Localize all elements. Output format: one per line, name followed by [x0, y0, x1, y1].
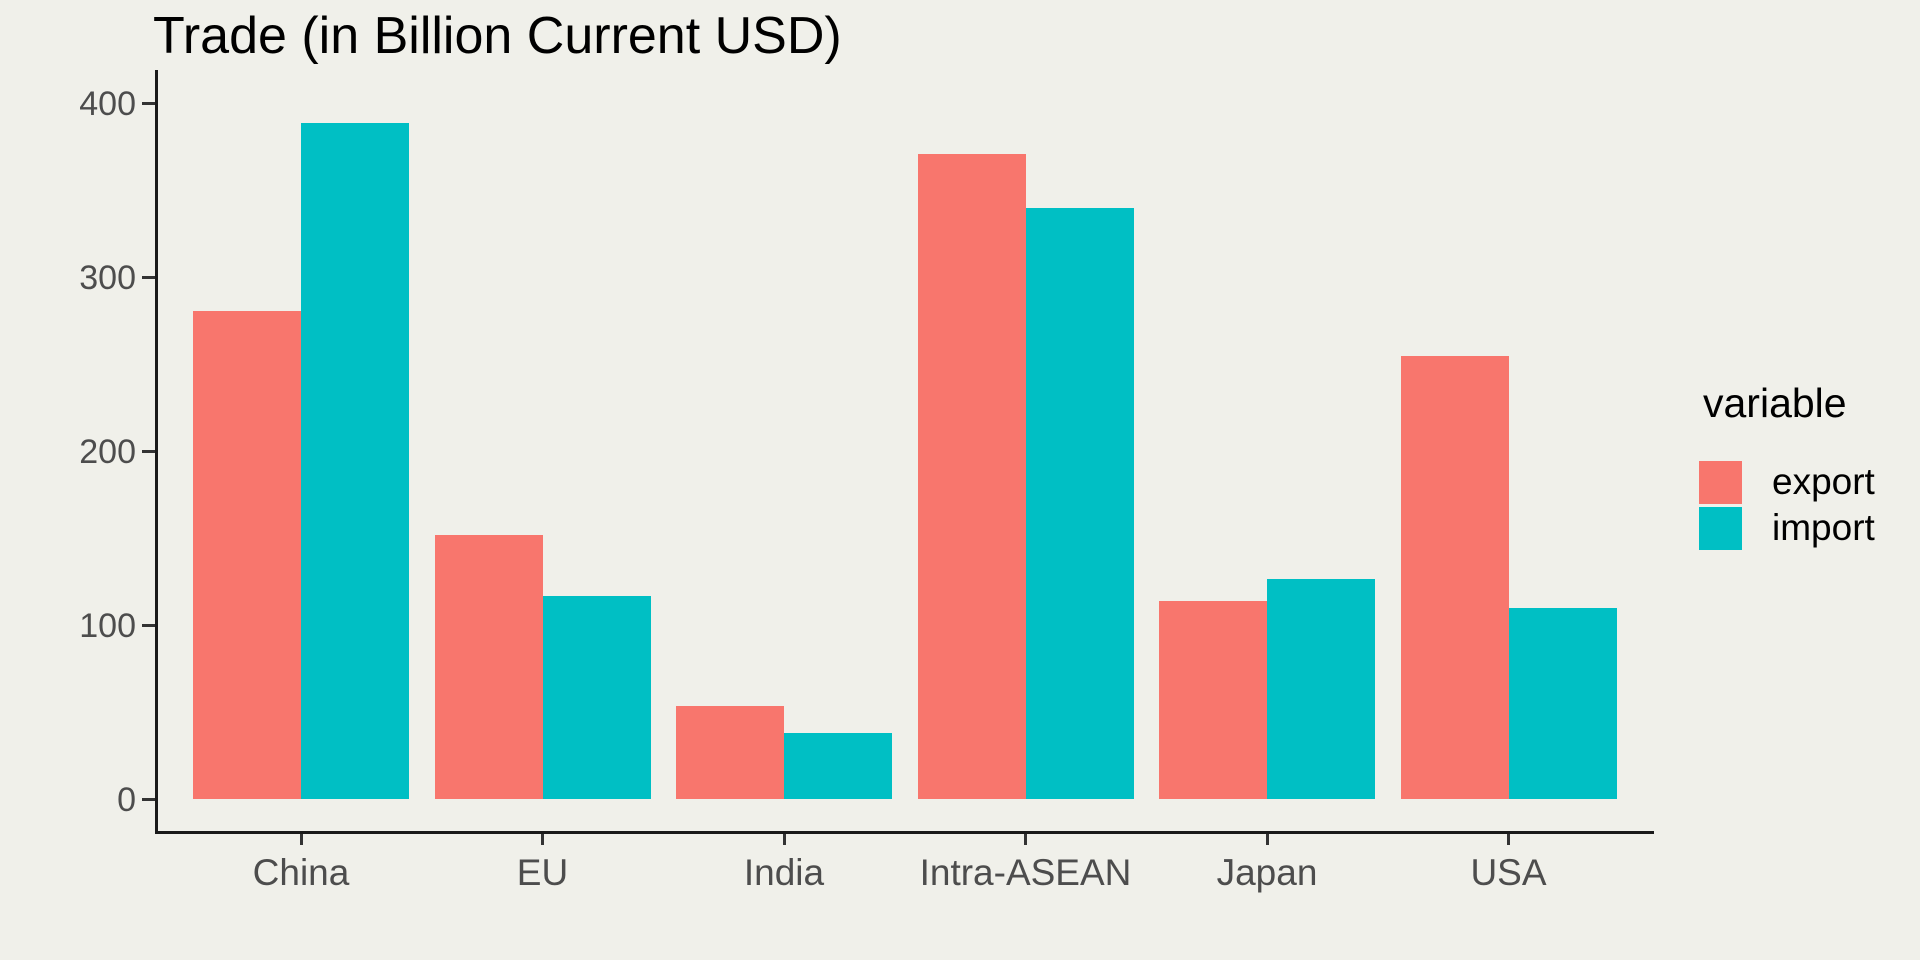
bar-import-intra-asean: [1025, 207, 1134, 800]
bar-import-india: [784, 733, 892, 800]
x-axis-tick: [1507, 834, 1510, 845]
chart-title: Trade (in Billion Current USD): [153, 7, 842, 65]
x-axis-label-eu: EU: [516, 852, 569, 893]
bar-export-japan: [1159, 601, 1267, 800]
x-axis-tick: [541, 834, 544, 845]
y-axis-line: [155, 70, 158, 834]
bar-import-japan: [1267, 578, 1375, 800]
x-axis-label-china: China: [252, 852, 350, 893]
y-axis-tick: [142, 798, 155, 801]
legend-swatch-export: [1699, 460, 1742, 504]
legend-label-export: export: [1772, 461, 1875, 502]
x-axis-label-usa: USA: [1470, 852, 1547, 893]
legend-items: export import: [1699, 459, 1875, 551]
x-axis-tick: [299, 834, 303, 845]
legend-title: variable: [1703, 380, 1847, 426]
bar-export-india: [676, 705, 784, 800]
y-axis-tick: [142, 450, 155, 453]
y-axis-tick-label: 200: [79, 432, 136, 471]
x-axis-tick: [1265, 834, 1269, 845]
x-axis-tick: [782, 834, 786, 845]
legend-item-export: export: [1699, 459, 1875, 505]
y-axis-tick-label: 0: [117, 780, 136, 819]
bar-export-china: [193, 310, 301, 800]
bar-export-eu: [434, 535, 543, 800]
y-axis-tick-label: 300: [79, 258, 136, 297]
y-axis-tick: [142, 624, 155, 627]
x-axis-label-india: India: [743, 852, 825, 893]
legend-label-import: import: [1772, 507, 1875, 548]
x-axis-label-japan: Japan: [1216, 852, 1318, 893]
x-axis-tick: [1024, 834, 1027, 845]
y-axis-tick-label: 100: [79, 606, 136, 645]
y-axis-tick: [142, 276, 155, 279]
bar-import-china: [301, 122, 409, 800]
bar-export-intra-asean: [917, 153, 1026, 800]
legend-swatch-import: [1699, 506, 1742, 550]
y-axis-tick: [142, 102, 155, 105]
legend-item-import: import: [1699, 505, 1875, 551]
bar-export-usa: [1400, 355, 1509, 800]
bar-import-usa: [1508, 608, 1617, 800]
y-axis-tick-label: 400: [79, 84, 136, 123]
x-axis-line: [155, 831, 1654, 834]
legend: variable export import: [1699, 380, 1875, 551]
bar-import-eu: [542, 595, 651, 800]
x-axis-label-intra-asean: Intra-ASEAN: [919, 852, 1132, 893]
